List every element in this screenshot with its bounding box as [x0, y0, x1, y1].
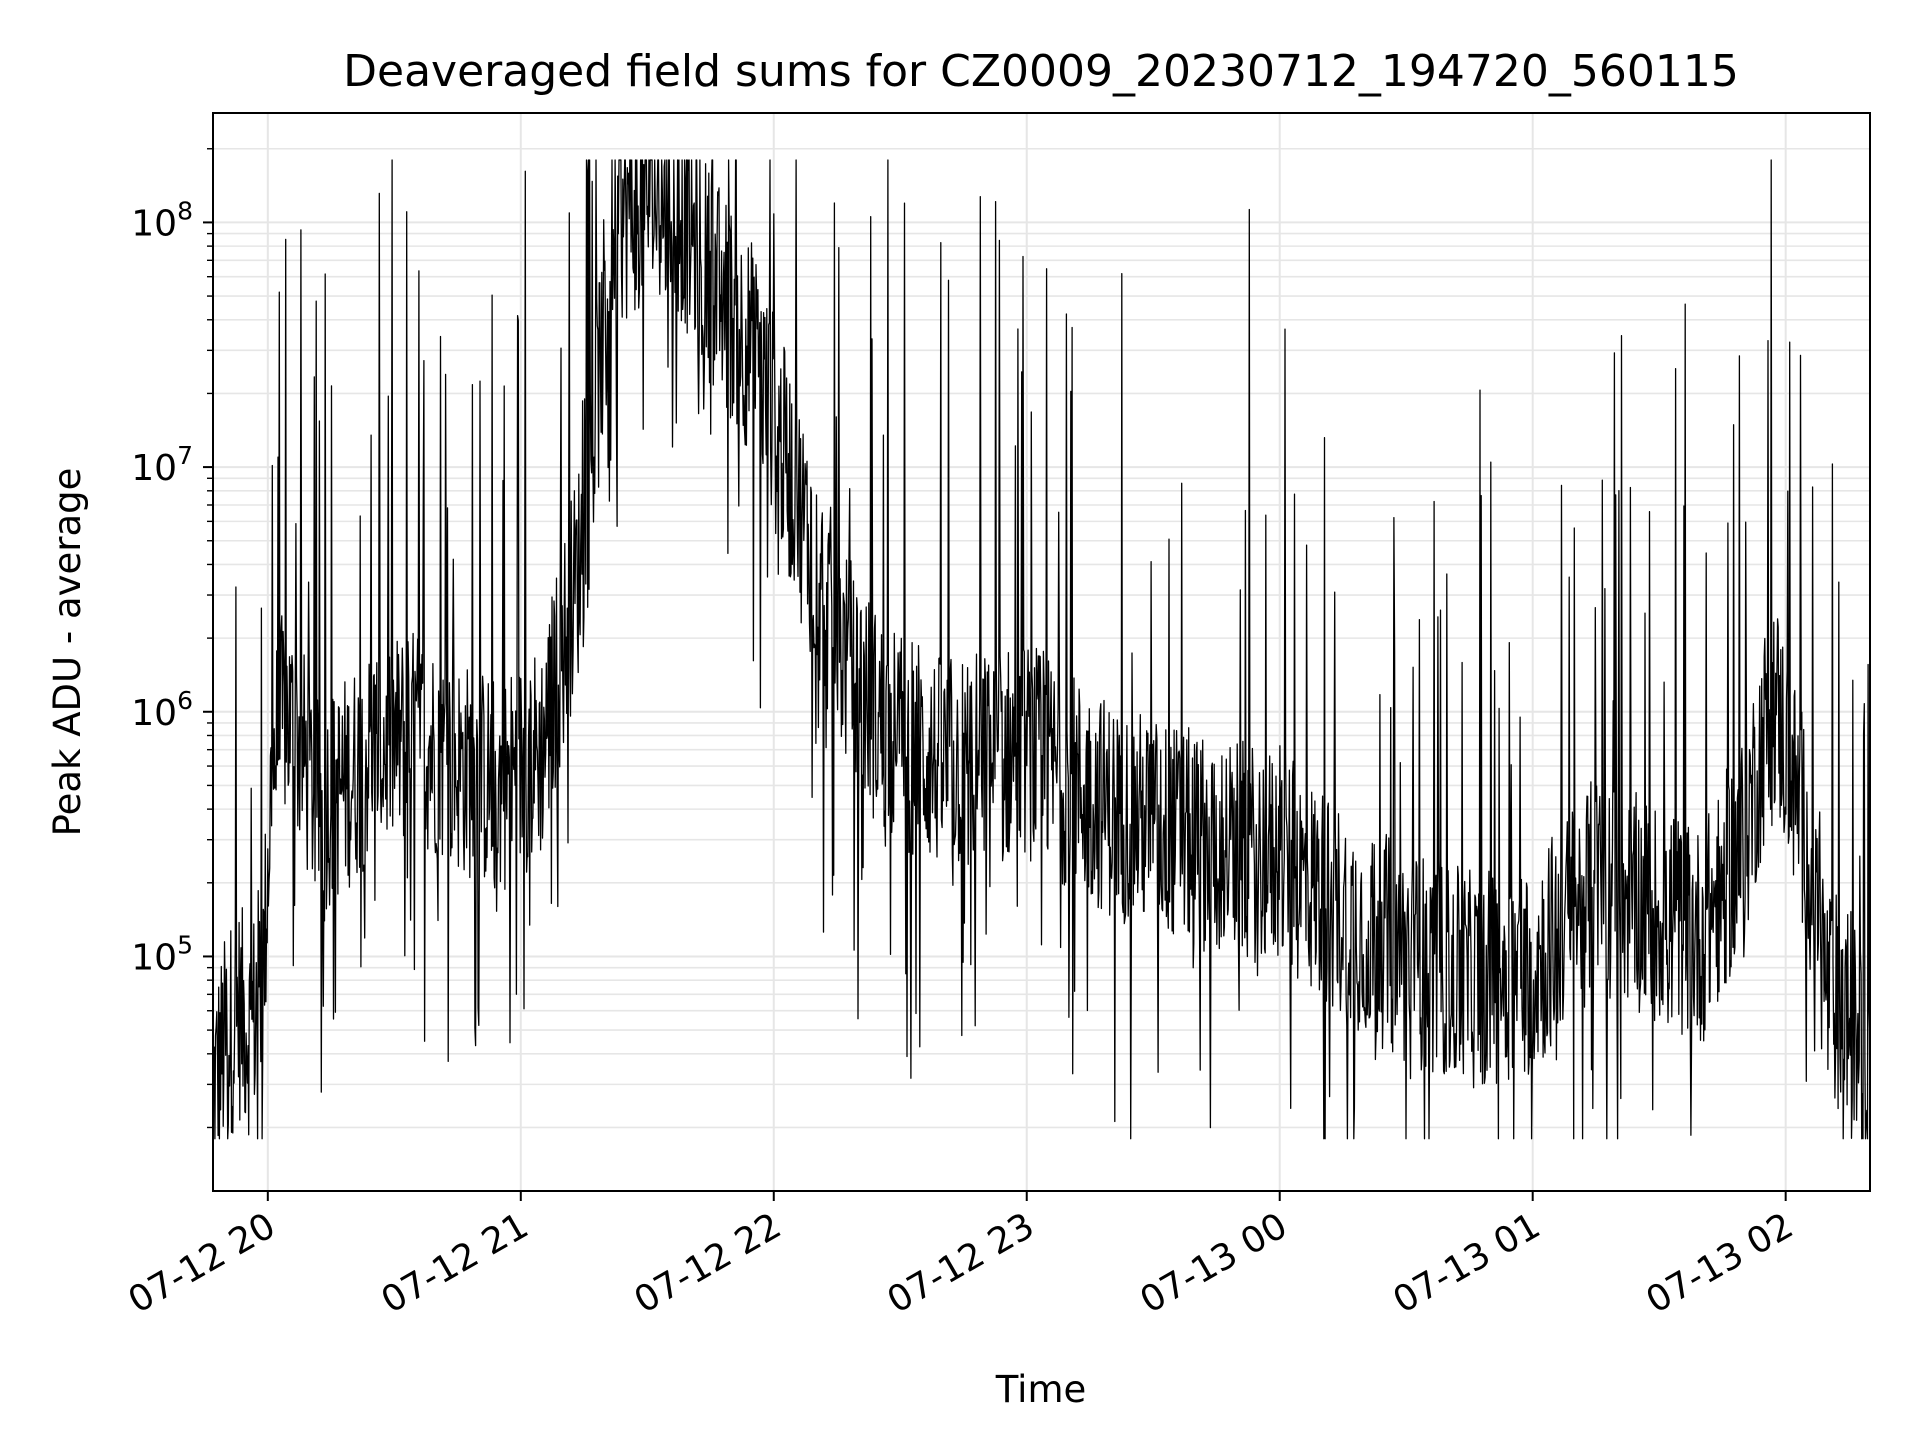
- y-axis-label: Peak ADU - average: [46, 468, 89, 837]
- y-tick-label: 108: [131, 196, 193, 244]
- x-axis-label: Time: [995, 1368, 1087, 1411]
- data-series: [212, 159, 1871, 1140]
- series-line: [212, 159, 1871, 1140]
- chart-title: Deaveraged field sums for CZ0009_2023071…: [343, 46, 1739, 97]
- plot-frame: [212, 112, 1871, 1192]
- y-tick-label: 106: [131, 686, 193, 734]
- y-tick-label: 105: [131, 930, 193, 978]
- y-tick-label: 107: [131, 441, 193, 489]
